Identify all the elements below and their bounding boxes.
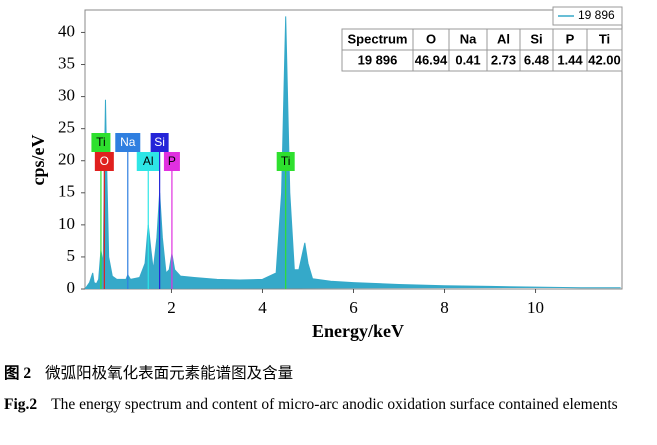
element-label: Na	[120, 135, 136, 149]
table-cell: 6.48	[524, 52, 549, 67]
element-box	[276, 152, 295, 171]
y-tick-label: 0	[67, 278, 76, 297]
caption-text: 微弧阳极氧化表面元素能谱图及含量	[45, 365, 294, 382]
y-tick-label: 35	[58, 53, 75, 72]
caption-text: The energy spectrum and content of micro…	[51, 396, 618, 413]
y-tick-label: 40	[58, 21, 75, 40]
element-box	[163, 152, 180, 171]
table-cell: 19 896	[358, 52, 398, 67]
element-box	[136, 152, 160, 171]
chart: Energy/keV cps/eV 0 5 10 15 20 25 30 35 40 2 4 6 8 10…	[28, 6, 623, 341]
table-header: Spectrum	[348, 31, 408, 46]
caption-label: 图 2	[4, 365, 32, 382]
table-cell: 42.00	[588, 52, 621, 67]
legend-label: 19 896	[578, 8, 615, 22]
element-box	[115, 133, 141, 152]
element-label: Ti	[281, 154, 291, 168]
element-label: Si	[154, 135, 165, 149]
table-cell: 46.94	[415, 52, 448, 67]
element-label: Ti	[96, 135, 106, 149]
caption-en: Fig.2 The energy spectrum and content of …	[4, 393, 649, 416]
element-label: P	[168, 154, 176, 168]
legend-box	[552, 6, 623, 26]
table-header: P	[566, 31, 575, 46]
element-box	[91, 133, 111, 152]
element-label: O	[100, 154, 109, 168]
element-box	[150, 133, 169, 152]
table-cell: 0.41	[455, 52, 480, 67]
table-header: Ti	[599, 31, 610, 46]
table-header: O	[426, 31, 436, 46]
table-header: Al	[497, 31, 510, 46]
y-tick-label: 30	[58, 85, 75, 104]
x-tick-label: 2	[167, 298, 176, 317]
table-cell: 1.44	[557, 52, 583, 67]
element-label: Al	[143, 154, 154, 168]
x-tick-label: 10	[527, 298, 544, 317]
x-tick-label: 6	[349, 298, 358, 317]
y-tick-label: 25	[58, 118, 75, 137]
x-axis-label: Energy/keV	[312, 321, 404, 341]
y-axis-label: cps/eV	[28, 135, 48, 186]
x-tick-label: 8	[440, 298, 449, 317]
table-cell: 2.73	[491, 52, 516, 67]
y-tick-label: 15	[58, 182, 75, 201]
table-header: Na	[460, 31, 477, 46]
table-header: Si	[530, 31, 542, 46]
y-tick-label: 20	[58, 150, 75, 169]
caption-label: Fig.2	[4, 396, 38, 413]
y-tick-label: 5	[67, 246, 76, 265]
x-tick-label: 4	[258, 298, 267, 317]
caption-cn: 图 2 微弧阳极氧化表面元素能谱图及含量	[4, 362, 649, 385]
y-tick-label: 10	[58, 214, 75, 233]
element-box	[94, 152, 114, 171]
